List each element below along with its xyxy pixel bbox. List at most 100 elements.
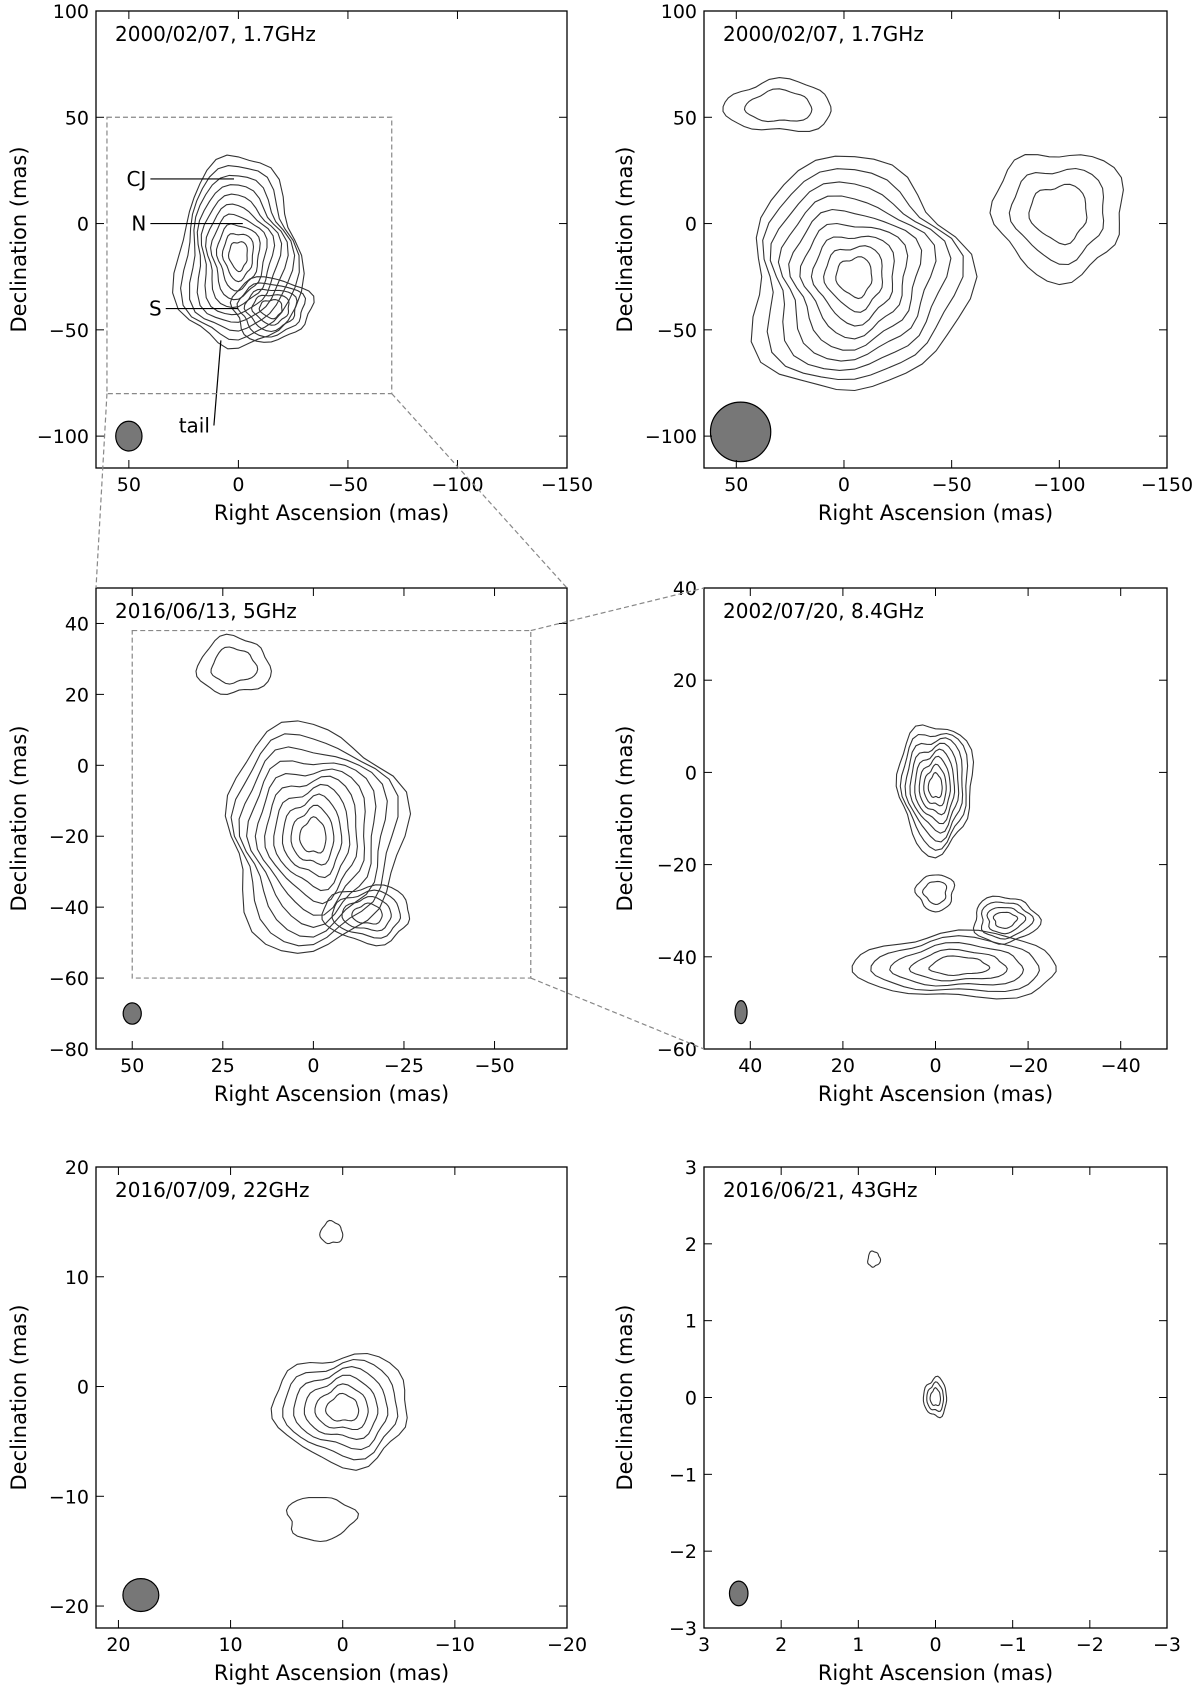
y-tick-label: −1	[669, 1464, 697, 1486]
x-axis-label: Right Ascension (mas)	[214, 501, 449, 525]
contour-level	[238, 746, 388, 938]
contour-level	[743, 88, 813, 123]
y-tick-label: −10	[49, 1486, 89, 1508]
contour-level	[227, 241, 248, 273]
y-axis-label: Declination (mas)	[7, 146, 31, 332]
chart-panel-5: 20 10 0 −10 −20 20 10 0 −10 −20 Right Ascension (m…	[7, 1157, 587, 1685]
contour-level	[867, 1250, 882, 1268]
contour-level	[986, 906, 1027, 935]
chart-panel-3: 50 25 0 −25 −50 40 20 0 −20 −40 −60 −80 Right Ascens…	[7, 587, 568, 1106]
contour-level	[870, 935, 1040, 993]
y-tick-label: 2	[685, 1234, 697, 1256]
x-tick-label: −20	[547, 1634, 587, 1656]
contour-group	[867, 1250, 948, 1419]
contour-level	[923, 763, 947, 807]
x-axis-label: Right Ascension (mas)	[818, 1082, 1053, 1106]
contour-level	[899, 732, 969, 851]
contour-level	[750, 155, 978, 392]
x-tick-label: 50	[117, 474, 141, 496]
x-tick-label: −150	[541, 474, 593, 496]
y-tick-label: 0	[685, 1388, 697, 1410]
y-tick-label: −20	[49, 826, 89, 848]
contour-level	[321, 884, 411, 947]
y-tick-label: 20	[673, 670, 697, 692]
contour-group	[172, 154, 315, 350]
contour-level	[195, 633, 272, 695]
y-tick-label: 3	[685, 1157, 697, 1179]
beam-ellipse	[122, 1002, 142, 1025]
y-tick-label: 20	[65, 1157, 89, 1179]
panel-title: 2016/06/13, 5GHz	[115, 599, 297, 623]
x-tick-label: 0	[232, 474, 244, 496]
x-tick-label: 0	[337, 1634, 349, 1656]
contour-level	[196, 184, 289, 323]
x-tick-label: −100	[1033, 474, 1085, 496]
y-tick-label: −40	[657, 947, 697, 969]
x-tick-label: −100	[431, 474, 483, 496]
contour-level	[928, 955, 991, 977]
y-axis-label: Declination (mas)	[613, 1304, 637, 1490]
zoom-box	[106, 116, 393, 395]
contour-level	[835, 256, 873, 300]
y-tick-label: 40	[673, 578, 697, 600]
contour-level	[927, 771, 943, 799]
x-tick-label: −150	[1141, 474, 1193, 496]
x-tick-label: 3	[698, 1634, 710, 1656]
annotation-label: S	[149, 297, 162, 321]
x-tick-label: −10	[435, 1634, 475, 1656]
x-tick-label: 0	[307, 1055, 319, 1077]
y-tick-label: 0	[685, 214, 697, 236]
y-tick-label: 20	[65, 684, 89, 706]
y-axis-label: Declination (mas)	[613, 146, 637, 332]
contour-level	[210, 213, 268, 301]
y-tick-label: 0	[77, 214, 89, 236]
contour-level	[810, 235, 895, 327]
y-tick-label: 0	[685, 762, 697, 784]
contour-level	[777, 195, 937, 362]
contour-level	[254, 768, 366, 916]
x-tick-label: −40	[1101, 1055, 1141, 1077]
y-tick-label: −60	[49, 968, 89, 990]
y-tick-label: 1	[685, 1311, 697, 1333]
contour-level	[270, 1352, 408, 1471]
x-tick-label: 10	[218, 1634, 242, 1656]
x-tick-label: 0	[929, 1634, 941, 1656]
y-tick-label: −50	[657, 320, 697, 342]
x-tick-label: 25	[211, 1055, 235, 1077]
zoom-connector	[530, 977, 705, 1050]
contour-level	[293, 1366, 389, 1451]
x-axis-label: Right Ascension (mas)	[818, 501, 1053, 525]
x-tick-label: 0	[929, 1055, 941, 1077]
x-tick-label: 50	[120, 1055, 144, 1077]
annotation-label: tail	[179, 413, 210, 437]
contour-level	[303, 1374, 379, 1440]
contour-level	[215, 223, 261, 292]
annotation-label: N	[131, 212, 146, 236]
y-tick-label: −40	[49, 897, 89, 919]
x-tick-label: 50	[724, 474, 748, 496]
contour-level	[895, 724, 975, 859]
x-tick-label: −1	[999, 1634, 1027, 1656]
x-tick-label: −20	[1008, 1055, 1048, 1077]
contour-level	[258, 299, 283, 320]
contour-level	[922, 1375, 948, 1419]
zoom-connector	[391, 393, 568, 589]
contour-level	[251, 294, 290, 326]
contour-level	[921, 880, 948, 905]
y-tick-label: −100	[37, 426, 89, 448]
chart-panel-1: 50 0 −50 −100 −150 100 50 0 −50 −100 Right Ascensi…	[7, 1, 593, 525]
contour-level	[341, 895, 392, 932]
plot-frame	[95, 10, 568, 469]
contour-group	[851, 724, 1057, 1000]
panel-title: 2000/02/07, 1.7GHz	[115, 22, 316, 46]
x-tick-label: −25	[384, 1055, 424, 1077]
y-tick-label: −20	[49, 1596, 89, 1618]
contour-level	[246, 760, 377, 928]
panel-title: 2016/07/09, 22GHz	[115, 1178, 309, 1202]
x-tick-label: 20	[831, 1055, 855, 1077]
contour-level	[823, 245, 884, 313]
contour-level	[762, 168, 964, 381]
contour-group	[270, 1219, 408, 1543]
